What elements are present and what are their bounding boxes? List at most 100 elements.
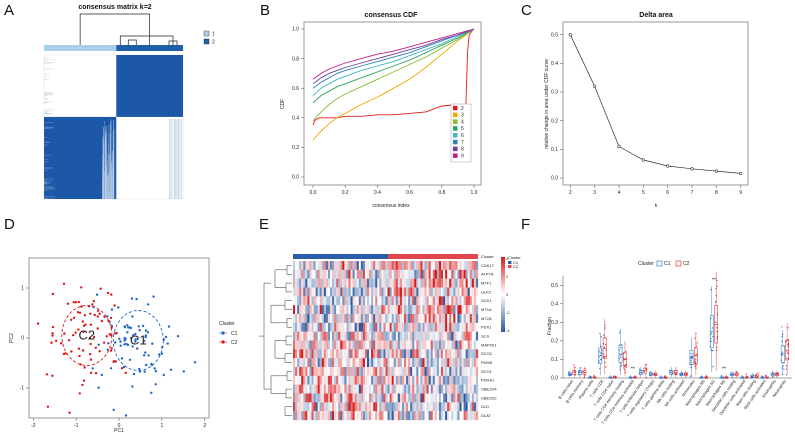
panel-b-legend-swatch-9 [453, 153, 458, 158]
panel-e-cell [436, 305, 440, 315]
panel-f-point-c1 [609, 377, 611, 379]
panel-e-cell [385, 261, 388, 270]
panel-d-point-c2 [79, 363, 82, 366]
panel-e-cell [362, 393, 366, 403]
panel-e-cell [379, 296, 382, 306]
panel-e-cell [330, 340, 333, 350]
panel-e-cell [457, 411, 460, 421]
panel-e-cell [391, 358, 394, 368]
panel-e-cell [317, 287, 320, 297]
panel-e-cell [303, 349, 306, 359]
panel-e-cell [389, 314, 392, 323]
panel-e-cell [410, 402, 413, 412]
panel-e-cell [295, 393, 298, 403]
panel-e-cell [471, 411, 475, 421]
panel-e-cell [336, 296, 339, 306]
panel-e-cell [467, 393, 470, 403]
panel-e-cell [428, 305, 431, 315]
panel-e-cell [315, 367, 318, 376]
panel-e-cell [389, 384, 392, 394]
panel-e-cell [393, 278, 396, 288]
panel-e-cell [455, 331, 458, 341]
panel-d-point-c2 [51, 374, 54, 377]
panel-e-cell [434, 305, 438, 315]
panel-e-cell [401, 296, 405, 306]
panel-e-cell [367, 411, 370, 421]
panel-e-cell [301, 349, 304, 359]
panel-f-point-c2 [603, 334, 605, 336]
panel-e-cell [406, 402, 409, 412]
panel-d-point-c1 [141, 324, 145, 328]
panel-e-cell [352, 269, 355, 279]
panel-e-cell [438, 331, 442, 341]
panel-e-cell [352, 287, 355, 297]
panel-d-point-c2 [98, 350, 101, 353]
panel-e-cell [362, 331, 366, 341]
panel-e-cell [305, 269, 308, 279]
panel-a-dendro-sub [119, 35, 178, 45]
panel-e-cell [373, 305, 376, 315]
panel-e-cell [422, 322, 425, 332]
panel-e-cell [422, 278, 425, 288]
panel-f-point-c2 [594, 377, 596, 379]
panel-e-cell [342, 331, 345, 341]
panel-e-cell [379, 375, 382, 385]
panel-d-xtick-label: -2 [31, 423, 36, 429]
panel-d-point-c2 [88, 336, 92, 340]
panel-e-cell [475, 261, 479, 270]
panel-e-cell [430, 305, 433, 315]
panel-e-cell [293, 340, 296, 350]
panel-e-cell [360, 287, 364, 297]
panel-e-cell [410, 340, 413, 350]
panel-e-cell [377, 287, 380, 297]
panel-e-legend-label-c1: C1 [513, 260, 519, 265]
panel-e-cell [319, 296, 322, 306]
panel-d-point-c1 [132, 334, 135, 337]
panel-e-cell [406, 269, 409, 279]
panel-e-cell [463, 340, 466, 350]
panel-e-cell [323, 375, 327, 385]
panel-f-point-c2 [584, 375, 586, 377]
panel-e-cell [395, 340, 398, 350]
panel-e-cell [393, 367, 396, 376]
panel-e-cell [303, 322, 306, 332]
panel-e-cell [397, 278, 401, 288]
panel-e-cell [352, 296, 355, 306]
panel-e-cell [434, 402, 438, 412]
panel-e-cell [463, 375, 466, 385]
panel-e-cell [379, 393, 382, 403]
panel-e-cell [350, 269, 353, 279]
panel-e-cell [323, 402, 327, 412]
panel-d-point-c1 [131, 315, 134, 318]
panel-e-cell [414, 278, 417, 288]
panel-e-cell [336, 358, 339, 368]
panel-e-cell [436, 402, 440, 412]
panel-e-cell [311, 375, 314, 385]
panel-e-cell [408, 278, 411, 288]
panel-f-point-c2 [766, 377, 768, 379]
panel-f-point-c2 [785, 374, 788, 376]
panel-d-point-c1 [97, 386, 100, 389]
panel-e-cell [319, 349, 322, 359]
panel-e-cell [436, 358, 440, 368]
panel-f-point-c1 [689, 375, 692, 377]
panel-e-cell [414, 269, 417, 279]
panel-f-point-c1 [720, 377, 723, 379]
panel-e-cell [367, 261, 370, 270]
panel-e-cell [315, 287, 318, 297]
panel-e-cell [459, 402, 462, 412]
panel-e-cell [404, 384, 407, 394]
panel-e-cell [467, 384, 470, 394]
panel-a-legend: 1 2 [203, 30, 215, 46]
panel-a-cluster-bar-2 [116, 45, 183, 51]
panel-e-cell [420, 305, 423, 315]
panel-e-cell [297, 314, 300, 323]
panel-f-point-c2 [673, 370, 676, 372]
panel-e-cell [354, 358, 357, 368]
panel-e-cell [305, 322, 308, 332]
panel-e-cell [360, 278, 364, 288]
panel-d-point-c1 [136, 337, 139, 341]
panel-e-cell [315, 358, 318, 368]
panel-d-point-c1 [176, 335, 180, 338]
panel-e-cell [463, 358, 466, 368]
